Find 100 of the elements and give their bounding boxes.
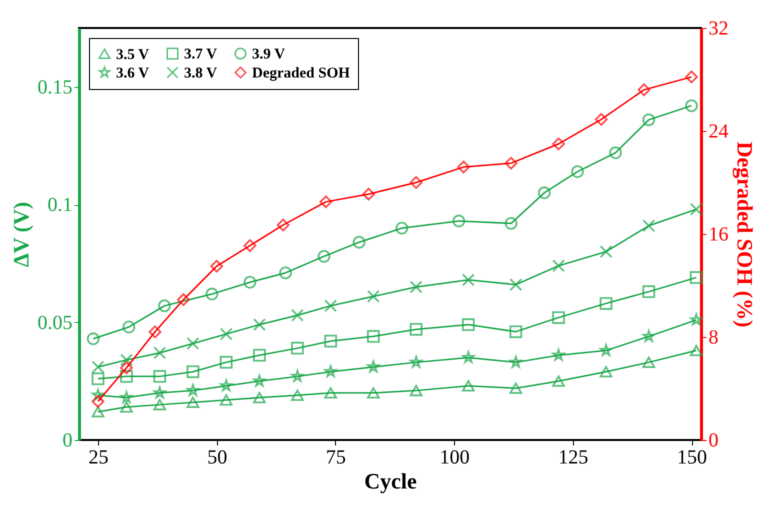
point: [395, 222, 408, 234]
point: [220, 328, 233, 340]
point: [148, 325, 162, 338]
point: [367, 290, 380, 303]
point: [642, 285, 656, 298]
y2-tick-label: 0: [708, 430, 718, 452]
point: [244, 239, 256, 252]
point: [600, 297, 612, 310]
y-tick-label: 0.1: [48, 194, 72, 216]
point: [186, 396, 200, 408]
point: [120, 401, 133, 413]
y-tick-label: 0: [62, 430, 72, 452]
point: [509, 382, 522, 394]
point: [457, 160, 470, 174]
point: [571, 165, 584, 178]
point: [210, 260, 224, 273]
point: [92, 360, 104, 374]
point: [120, 354, 133, 366]
point: [552, 259, 565, 272]
point: [462, 274, 475, 286]
point: [92, 388, 104, 401]
point: [509, 325, 522, 338]
legend-label: Degraded SOH: [252, 66, 350, 82]
y-tick-label: 0.15: [38, 76, 72, 98]
x-tick-label: 25: [88, 446, 108, 468]
point: [452, 214, 466, 228]
point: [352, 236, 366, 249]
point: [92, 395, 104, 408]
point: [220, 394, 233, 406]
legend-label: 3.6 V: [116, 66, 150, 82]
point: [276, 218, 290, 232]
point: [462, 318, 475, 332]
point: [410, 384, 422, 396]
point: [552, 376, 565, 387]
point: [600, 245, 612, 258]
point: [318, 250, 330, 263]
point: [504, 217, 518, 230]
legend-label: 3.5 V: [116, 46, 150, 63]
y-tick-label: 0.05: [38, 312, 72, 334]
point: [253, 392, 266, 404]
point: [642, 113, 656, 126]
point: [320, 195, 332, 208]
point: [690, 202, 703, 216]
point: [153, 399, 166, 410]
point: [685, 99, 698, 112]
point: [642, 219, 656, 232]
x-tick-label: 50: [207, 446, 228, 468]
y-axis-title: ΔV (V): [8, 202, 34, 268]
point: [509, 278, 522, 291]
point: [685, 70, 698, 84]
point: [153, 346, 166, 360]
point: [253, 348, 266, 362]
point: [410, 176, 422, 189]
point: [120, 370, 133, 383]
x-tick-label: 125: [558, 446, 588, 468]
point: [324, 387, 338, 399]
point: [642, 356, 656, 368]
point: [324, 334, 338, 348]
point: [120, 362, 133, 374]
point: [158, 299, 171, 312]
point: [291, 308, 304, 322]
point: [690, 271, 703, 284]
x-tick-label: 150: [677, 446, 708, 468]
y2-tick-label: 8: [708, 326, 718, 348]
point: [253, 318, 266, 332]
point: [362, 188, 376, 200]
point: [291, 342, 304, 355]
point: [206, 288, 218, 300]
point: [186, 337, 200, 350]
point: [220, 356, 233, 369]
point: [367, 330, 380, 343]
x-axis-title: Cycle: [364, 468, 417, 494]
point: [638, 83, 650, 96]
y2-axis-title: Degraded SOH (%): [732, 142, 758, 328]
point: [244, 276, 256, 289]
point: [92, 372, 104, 386]
point: [92, 406, 104, 418]
point: [186, 365, 200, 378]
legend-label: 3.7 V: [184, 46, 218, 63]
legend-label: 3.8 V: [184, 66, 218, 82]
y2-tick-label: 16: [708, 224, 728, 246]
point: [279, 266, 292, 280]
y2-tick-label: 24: [708, 120, 728, 142]
point: [367, 387, 380, 399]
point: [86, 332, 100, 346]
x-tick-label: 75: [326, 446, 346, 468]
point: [600, 366, 612, 378]
point: [291, 390, 304, 401]
point: [594, 113, 608, 126]
x-tick-label: 100: [440, 446, 470, 468]
y2-tick-label: 32: [708, 18, 728, 40]
point: [538, 186, 551, 200]
point: [609, 146, 622, 160]
point: [153, 370, 166, 383]
legend-label: 3.9 V: [252, 46, 286, 63]
point: [552, 138, 565, 150]
point: [410, 322, 422, 336]
point: [462, 380, 475, 392]
point: [324, 299, 338, 312]
point: [552, 311, 565, 324]
